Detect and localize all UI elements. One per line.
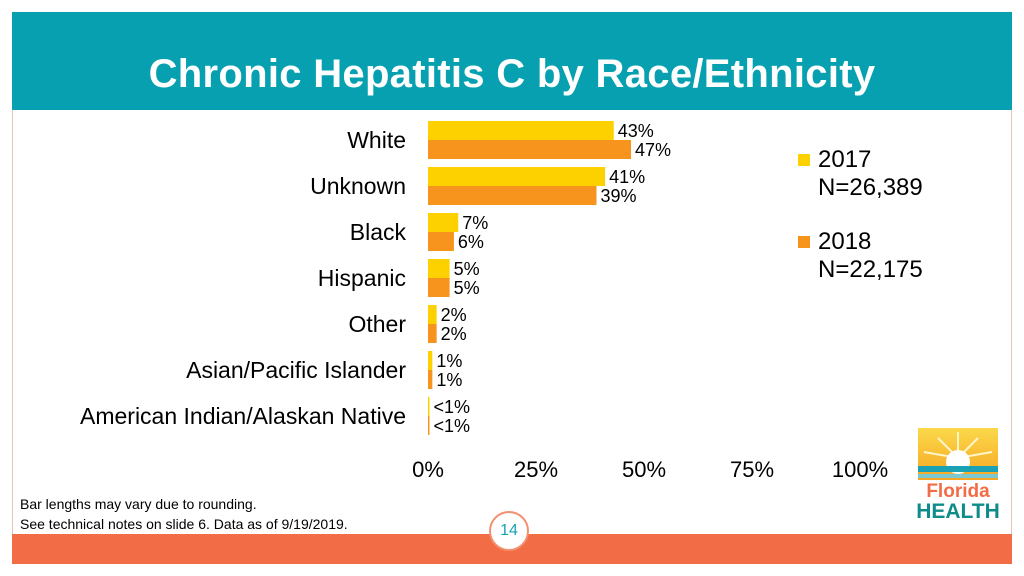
bar-2017 (428, 397, 430, 416)
category-label: White (347, 127, 406, 153)
bar-2018 (428, 232, 454, 251)
florida-health-logo: Florida HEALTH (916, 428, 1000, 522)
x-tick-label: 25% (514, 457, 558, 482)
bar-2018 (428, 416, 430, 435)
footnote-technical: See technical notes on slide 6. Data as … (20, 516, 348, 532)
x-tick-label: 0% (412, 457, 444, 482)
data-label-2017: 2% (441, 305, 467, 325)
bar-2017 (428, 351, 433, 370)
x-tick-label: 75% (730, 457, 774, 482)
bar-2018 (428, 370, 433, 389)
legend-swatch-2018 (798, 236, 810, 248)
legend-swatch-2017 (798, 154, 810, 166)
page-number: 14 (489, 511, 529, 551)
title-bar: Chronic Hepatitis C by Race/Ethnicity (12, 12, 1012, 110)
data-label-2017: 7% (462, 213, 488, 233)
category-label: Other (348, 311, 406, 337)
footnote-rounding: Bar lengths may vary due to rounding. (20, 496, 257, 512)
legend-label-2018: 2018 (818, 228, 872, 255)
x-tick-label: 50% (622, 457, 666, 482)
data-label-2017: 5% (454, 259, 480, 279)
bar-2018 (428, 186, 597, 205)
category-label: Black (350, 219, 407, 245)
bar-2017 (428, 305, 437, 324)
logo-wave-2 (918, 474, 998, 478)
logo-text-health: HEALTH (916, 500, 1000, 522)
page-title: Chronic Hepatitis C by Race/Ethnicity (148, 52, 876, 96)
data-label-2017: 1% (436, 351, 462, 371)
data-label-2018: 47% (635, 140, 671, 160)
category-label: Unknown (310, 173, 406, 199)
footnotes: Bar lengths may vary due to rounding. Se… (20, 494, 348, 534)
legend-label-2017: 2017 (818, 146, 872, 173)
data-label-2018: 2% (441, 324, 467, 344)
bar-2017 (428, 167, 606, 186)
category-label: American Indian/Alaskan Native (80, 403, 406, 429)
bar-2018 (428, 324, 437, 343)
category-label: Hispanic (318, 265, 406, 291)
logo-text-florida: Florida (926, 481, 990, 502)
data-label-2018: <1% (434, 416, 471, 436)
data-label-2017: <1% (434, 397, 471, 417)
x-tick-label: 100% (832, 457, 888, 482)
legend-n-2018: N=22,175 (818, 256, 923, 283)
legend-n-2017: N=26,389 (818, 174, 923, 201)
data-label-2017: 41% (609, 167, 645, 187)
data-label-2018: 39% (600, 186, 636, 206)
bar-2017 (428, 121, 614, 140)
bar-2017 (428, 213, 459, 232)
category-label: Asian/Pacific Islander (186, 357, 406, 383)
data-label-2018: 5% (454, 278, 480, 298)
data-label-2018: 6% (458, 232, 484, 252)
bar-2018 (428, 278, 450, 297)
data-label-2018: 1% (436, 370, 462, 390)
data-label-2017: 43% (618, 121, 654, 141)
logo-wave-1 (918, 466, 998, 472)
bar-2017 (428, 259, 450, 278)
bar-2018 (428, 140, 632, 159)
